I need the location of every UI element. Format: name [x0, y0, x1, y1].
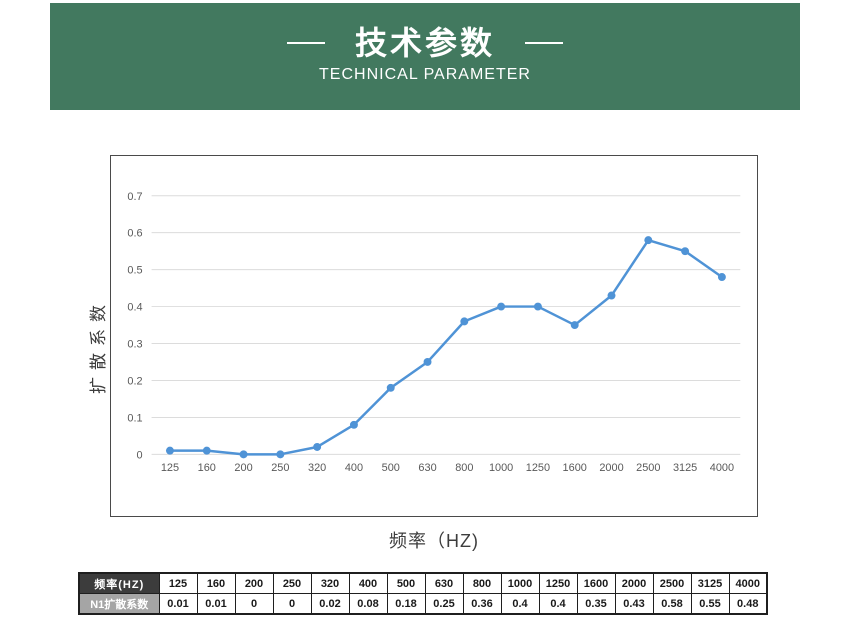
x-axis-title: 频率（HZ)	[389, 531, 479, 551]
svg-text:0.3: 0.3	[127, 339, 142, 351]
svg-text:500: 500	[382, 462, 400, 474]
coefficient-cell: 0.43	[614, 593, 654, 615]
page-title: 技术参数	[354, 25, 495, 61]
svg-text:160: 160	[198, 462, 216, 474]
frequency-cell: 400	[348, 572, 388, 594]
coefficient-cell: 0.08	[348, 593, 388, 615]
coefficient-cell: 0.18	[386, 593, 426, 615]
coefficient-cell: 0.35	[576, 593, 616, 615]
row-header-frequency: 频率(HZ)	[78, 572, 160, 594]
svg-text:800: 800	[455, 462, 473, 474]
coefficient-cell: 0.4	[538, 593, 578, 615]
svg-text:0.1: 0.1	[127, 412, 142, 424]
frequency-cell: 630	[424, 572, 464, 594]
frequency-cell: 1600	[576, 572, 616, 594]
row-header-coefficient: N1扩散系数	[78, 593, 160, 615]
header-banner: 技术参数 TECHNICAL PARAMETER	[50, 3, 800, 110]
svg-text:1250: 1250	[526, 462, 550, 474]
chart-container: 0 0.1 0.2 0.3 0.4 0.5 0.6 0.7 125 160 200 250 320 400…	[110, 155, 758, 517]
frequency-cell: 200	[234, 572, 274, 594]
frequency-cell: 800	[462, 572, 502, 594]
svg-text:320: 320	[308, 462, 326, 474]
coefficient-cell: 0.36	[462, 593, 502, 615]
svg-text:250: 250	[271, 462, 289, 474]
y-axis-title: 扩散系数	[89, 298, 108, 394]
coefficient-cell: 0.4	[500, 593, 540, 615]
svg-text:0.7: 0.7	[127, 191, 142, 203]
data-table: 频率(HZ) 125 160 200 250 320 400 500 630 800 1000 12…	[78, 572, 768, 615]
svg-text:125: 125	[161, 462, 179, 474]
svg-text:2500: 2500	[636, 462, 660, 474]
title-dash-left-icon	[286, 42, 325, 44]
svg-text:400: 400	[345, 462, 363, 474]
frequency-cell: 320	[310, 572, 350, 594]
coefficient-cell: 0.55	[690, 593, 730, 615]
svg-text:200: 200	[234, 462, 252, 474]
frequency-cell: 3125	[690, 572, 730, 594]
coefficient-cell: 0.01	[158, 593, 198, 615]
table-row-frequency: 频率(HZ) 125 160 200 250 320 400 500 630 800 1000 12…	[78, 572, 768, 594]
svg-text:0.5: 0.5	[127, 265, 142, 277]
svg-text:4000: 4000	[710, 462, 734, 474]
title-row: 技术参数	[286, 25, 563, 61]
svg-text:1000: 1000	[489, 462, 513, 474]
svg-text:0.6: 0.6	[127, 228, 142, 240]
page-subtitle: TECHNICAL PARAMETER	[319, 66, 531, 83]
coefficient-cell: 0.48	[728, 593, 768, 615]
frequency-cell: 1250	[538, 572, 578, 594]
line-chart: 0 0.1 0.2 0.3 0.4 0.5 0.6 0.7 125 160 200 250 320 400…	[127, 191, 741, 474]
coefficient-cell: 0.01	[196, 593, 236, 615]
svg-text:630: 630	[418, 462, 436, 474]
frequency-cell: 2500	[652, 572, 692, 594]
svg-text:1600: 1600	[563, 462, 587, 474]
svg-text:2000: 2000	[599, 462, 623, 474]
frequency-cell: 1000	[500, 572, 540, 594]
frequency-cell: 160	[196, 572, 236, 594]
frequency-cell: 4000	[728, 572, 768, 594]
coefficient-cell: 0.25	[424, 593, 464, 615]
svg-text:3125: 3125	[673, 462, 697, 474]
table-row-coefficient: N1扩散系数 0.01 0.01 0 0 0.02 0.08 0.18 0.25 0.36 0.4…	[78, 593, 768, 615]
title-dash-right-icon	[525, 42, 563, 44]
frequency-cell: 500	[386, 572, 426, 594]
svg-text:0.2: 0.2	[127, 375, 142, 387]
coefficient-cell: 0	[234, 593, 274, 615]
svg-text:0.4: 0.4	[127, 302, 142, 314]
frequency-cell: 125	[158, 572, 198, 594]
coefficient-cell: 0.02	[310, 593, 350, 615]
svg-text:0: 0	[137, 449, 143, 461]
coefficient-cell: 0.58	[652, 593, 692, 615]
frequency-cell: 2000	[614, 572, 654, 594]
frequency-cell: 250	[272, 572, 312, 594]
coefficient-cell: 0	[272, 593, 312, 615]
